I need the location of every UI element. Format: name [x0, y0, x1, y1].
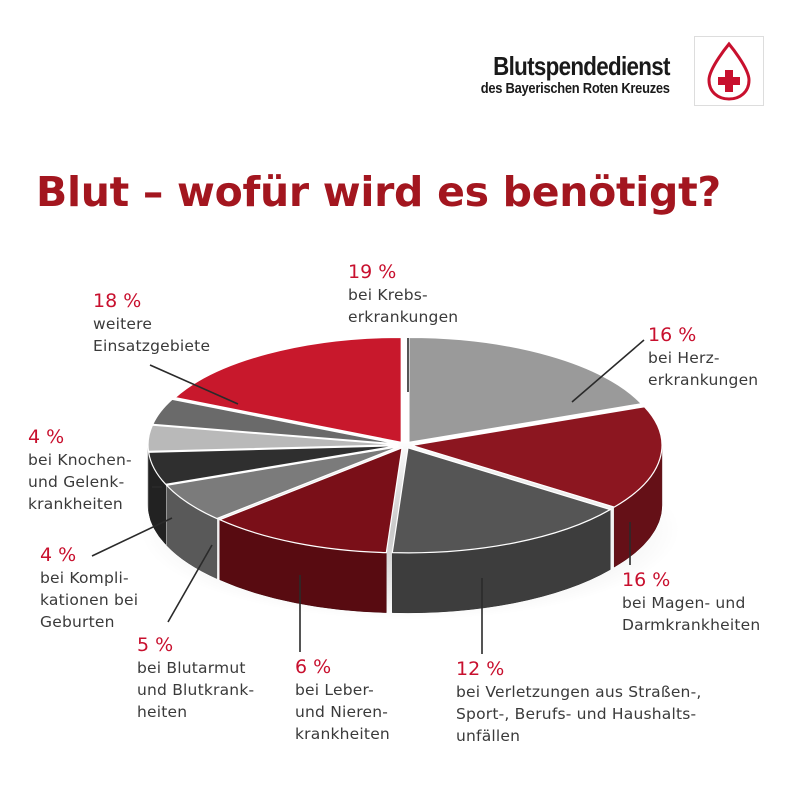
org-name: Blutspendedienst: [493, 51, 670, 81]
pie-slice-2: [411, 406, 663, 508]
slice-label-3: 16 % bei Magen- und Darmkrankheiten: [622, 568, 760, 636]
slice-description: bei Kompli- kationen bei Geburten: [40, 569, 139, 631]
slice-label-9: 18 % weitere Einsatzgebiete: [93, 289, 210, 357]
slice-description: bei Verletzungen aus Straßen-, Sport-, B…: [456, 683, 702, 745]
pie-slice-9: [173, 336, 402, 444]
pie-slice-8: [151, 398, 399, 445]
pie-slice-3: [391, 447, 612, 554]
org-subtitle: des Bayerischen Roten Kreuzes: [481, 80, 670, 97]
pie-slice-5: [165, 446, 400, 520]
slice-label-2: 16 % bei Herz- erkrankungen: [648, 323, 758, 391]
slice-label-7: 4 % bei Kompli- kationen bei Geburten: [40, 543, 138, 633]
slice-percent: 16 %: [648, 324, 697, 346]
slice-percent: 4 %: [40, 544, 77, 566]
leader-line-9: [149, 364, 239, 405]
slice-label-1: 19 % bei Krebs- erkrankungen: [348, 260, 458, 328]
slice-percent: 4 %: [28, 426, 65, 448]
slice-percent: 5 %: [137, 634, 174, 656]
pie-slice-6: [147, 445, 399, 485]
pie-slice-1: [408, 336, 643, 444]
pie-slice-4: [218, 446, 403, 554]
leader-line-7: [91, 517, 173, 557]
org-logo-text: Blutspendedienst des Bayerischen Roten K…: [450, 51, 671, 98]
slice-description: bei Leber- und Nieren- krankheiten: [295, 681, 390, 743]
page-title: Blut – wofür wird es benötigt?: [36, 168, 721, 216]
slice-description: bei Herz- erkrankungen: [648, 349, 759, 389]
slice-percent: 18 %: [93, 290, 142, 312]
leader-line-2: [571, 339, 645, 403]
slice-description: bei Krebs- erkrankungen: [348, 286, 459, 326]
slice-description: bei Blutarmut und Blutkrank- heiten: [137, 659, 255, 721]
pie-slice-7: [147, 424, 399, 453]
slice-percent: 16 %: [622, 569, 671, 591]
slice-label-8: 4 % bei Knochen- und Gelenk- krankheiten: [28, 425, 132, 515]
slice-label-4: 12 % bei Verletzungen aus Straßen-, Sport…: [456, 657, 702, 747]
slice-label-6: 5 % bei Blutarmut und Blutkrank- heiten: [137, 633, 254, 723]
slice-percent: 12 %: [456, 658, 505, 680]
slice-label-5: 6 % bei Leber- und Nieren- krankheiten: [295, 655, 390, 745]
leader-line-6: [167, 544, 213, 623]
slice-description: bei Knochen- und Gelenk- krankheiten: [28, 451, 132, 513]
slice-description: bei Magen- und Darmkrankheiten: [622, 594, 761, 634]
slice-percent: 6 %: [295, 656, 332, 678]
slice-percent: 19 %: [348, 261, 397, 283]
slice-description: weitere Einsatzgebiete: [93, 315, 211, 355]
blood-drop-red-cross-icon: [694, 36, 764, 106]
